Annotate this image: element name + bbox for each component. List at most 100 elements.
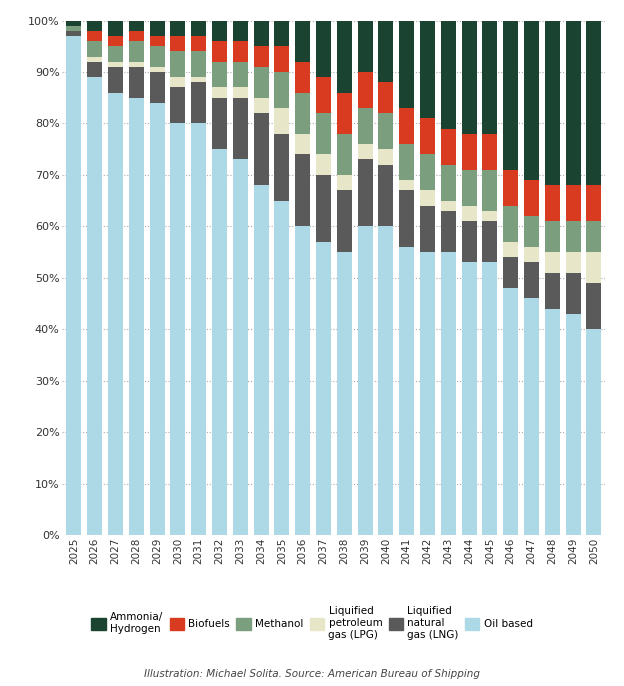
- Bar: [233, 41, 248, 62]
- Bar: [482, 221, 497, 262]
- Bar: [129, 31, 144, 41]
- Bar: [275, 134, 290, 200]
- Bar: [316, 154, 331, 175]
- Bar: [399, 108, 414, 144]
- Bar: [462, 262, 477, 535]
- Bar: [358, 108, 373, 144]
- Bar: [358, 21, 373, 72]
- Bar: [87, 41, 102, 56]
- Bar: [378, 165, 393, 226]
- Bar: [587, 329, 602, 535]
- Bar: [378, 226, 393, 535]
- Bar: [524, 216, 539, 247]
- Bar: [545, 185, 560, 221]
- Bar: [503, 242, 518, 257]
- Bar: [399, 190, 414, 247]
- Bar: [358, 226, 373, 535]
- Bar: [129, 67, 144, 97]
- Bar: [337, 134, 352, 175]
- Bar: [87, 77, 102, 535]
- Bar: [191, 21, 206, 36]
- Bar: [378, 82, 393, 113]
- Bar: [524, 247, 539, 262]
- Bar: [441, 129, 456, 165]
- Bar: [150, 67, 165, 72]
- Bar: [150, 72, 165, 103]
- Bar: [66, 36, 81, 535]
- Bar: [482, 211, 497, 221]
- Bar: [191, 82, 206, 123]
- Bar: [358, 160, 373, 226]
- Bar: [420, 119, 435, 154]
- Bar: [66, 21, 81, 26]
- Bar: [337, 190, 352, 252]
- Bar: [462, 206, 477, 221]
- Bar: [129, 21, 144, 31]
- Bar: [87, 62, 102, 77]
- Bar: [462, 169, 477, 206]
- Bar: [212, 97, 227, 149]
- Bar: [441, 21, 456, 129]
- Bar: [212, 62, 227, 87]
- Bar: [170, 77, 185, 87]
- Bar: [545, 21, 560, 185]
- Bar: [212, 21, 227, 41]
- Bar: [275, 200, 290, 535]
- Bar: [420, 206, 435, 252]
- Bar: [441, 165, 456, 200]
- Bar: [503, 169, 518, 206]
- Bar: [482, 169, 497, 211]
- Bar: [170, 51, 185, 77]
- Bar: [108, 62, 123, 67]
- Bar: [295, 154, 310, 226]
- Bar: [524, 298, 539, 535]
- Bar: [503, 257, 518, 288]
- Bar: [399, 144, 414, 180]
- Bar: [565, 21, 580, 185]
- Bar: [253, 21, 268, 46]
- Bar: [295, 21, 310, 62]
- Bar: [108, 93, 123, 535]
- Bar: [420, 21, 435, 118]
- Bar: [545, 252, 560, 272]
- Bar: [295, 134, 310, 154]
- Bar: [524, 180, 539, 216]
- Bar: [378, 113, 393, 149]
- Bar: [253, 185, 268, 535]
- Bar: [337, 93, 352, 134]
- Bar: [108, 47, 123, 62]
- Bar: [587, 185, 602, 221]
- Bar: [482, 21, 497, 134]
- Bar: [565, 221, 580, 252]
- Bar: [358, 72, 373, 108]
- Bar: [337, 21, 352, 93]
- Bar: [482, 262, 497, 535]
- Bar: [399, 247, 414, 535]
- Bar: [87, 31, 102, 41]
- Bar: [441, 200, 456, 211]
- Bar: [337, 252, 352, 535]
- Bar: [295, 62, 310, 93]
- Bar: [170, 123, 185, 535]
- Bar: [316, 113, 331, 154]
- Bar: [441, 252, 456, 535]
- Bar: [378, 149, 393, 165]
- Bar: [316, 77, 331, 113]
- Bar: [295, 93, 310, 134]
- Bar: [275, 21, 290, 46]
- Bar: [108, 21, 123, 36]
- Bar: [420, 252, 435, 535]
- Bar: [565, 272, 580, 314]
- Bar: [233, 97, 248, 160]
- Bar: [275, 108, 290, 134]
- Bar: [275, 72, 290, 108]
- Bar: [587, 283, 602, 329]
- Bar: [295, 226, 310, 535]
- Bar: [565, 252, 580, 272]
- Bar: [441, 211, 456, 252]
- Bar: [524, 21, 539, 180]
- Bar: [462, 221, 477, 262]
- Bar: [462, 21, 477, 134]
- Bar: [462, 134, 477, 169]
- Bar: [233, 88, 248, 97]
